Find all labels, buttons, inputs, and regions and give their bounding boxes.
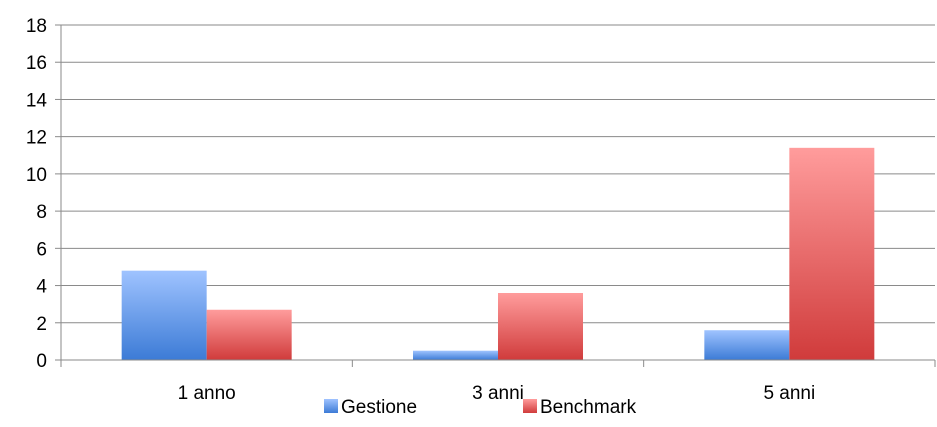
y-tick-label: 14	[26, 90, 48, 111]
bar-benchmark-1	[498, 293, 583, 360]
legend-label-gestione: Gestione	[341, 397, 417, 418]
legend-swatch-benchmark	[523, 399, 537, 413]
bar-gestione-1	[413, 350, 498, 360]
bar-benchmark-2	[789, 147, 875, 360]
legend-swatch-gestione	[324, 399, 338, 413]
x-tick-label: 3 anni	[472, 383, 524, 404]
bars	[121, 147, 875, 360]
y-tick-label: 6	[36, 239, 47, 260]
legend-label-benchmark: Benchmark	[540, 397, 637, 418]
y-tick-label: 18	[26, 16, 47, 37]
y-tick-label: 10	[26, 165, 47, 186]
y-tick-label: 4	[36, 277, 47, 298]
y-tick-label: 12	[26, 128, 47, 149]
bar-benchmark-0	[206, 309, 292, 360]
y-tick-label: 0	[36, 351, 47, 372]
legend: Gestione Benchmark	[324, 397, 637, 418]
axes: 0 2 4 6 8 10 12 14 16 18 1 anno 3 anni 5 anni	[26, 16, 936, 404]
bar-gestione-0	[121, 270, 207, 360]
bar-gestione-2	[704, 330, 790, 360]
x-tick-label: 1 anno	[178, 383, 236, 404]
y-tick-label: 8	[36, 202, 47, 223]
y-tick-label: 2	[36, 314, 47, 335]
x-tick-label: 5 anni	[763, 383, 815, 404]
y-tick-label: 16	[26, 53, 47, 74]
